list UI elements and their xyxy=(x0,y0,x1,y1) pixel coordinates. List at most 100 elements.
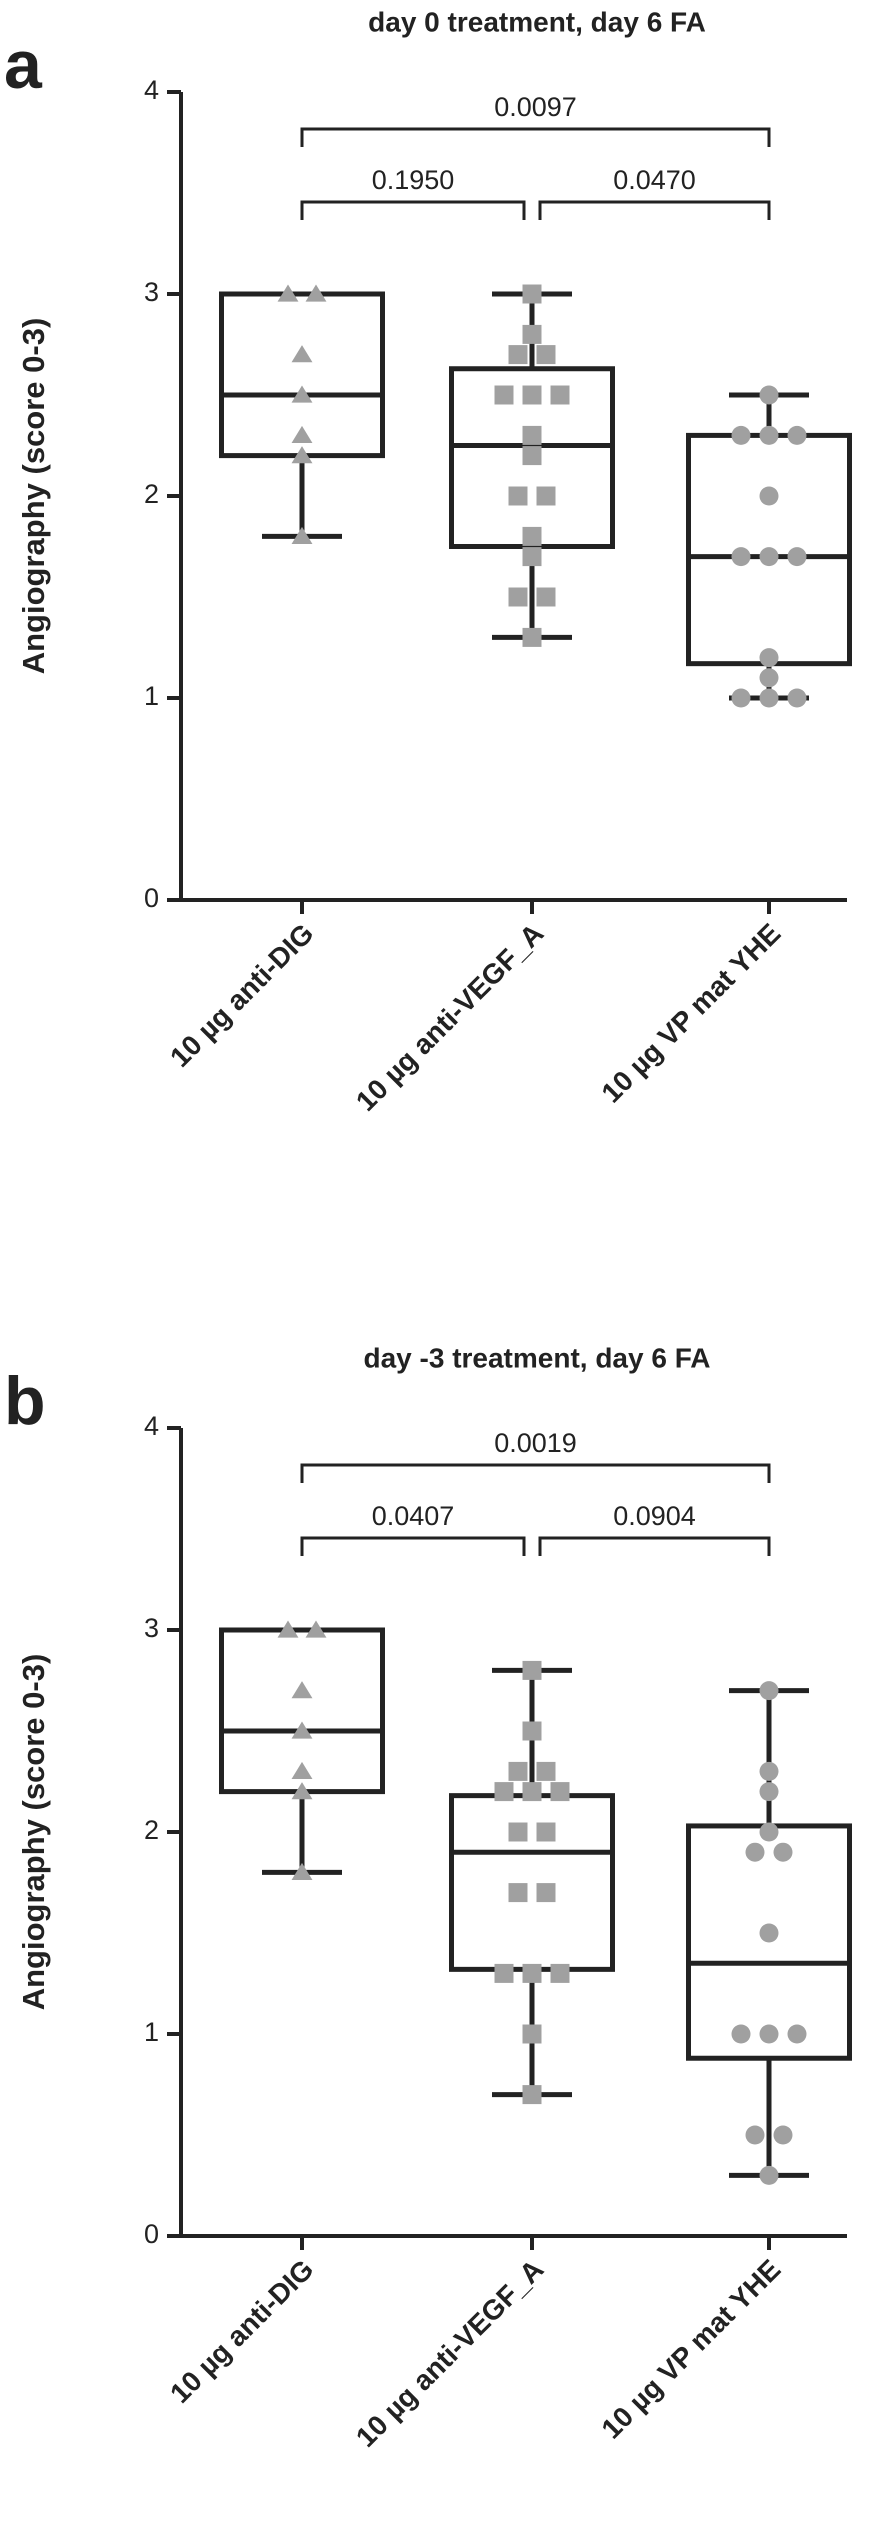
y-tick-label: 1 xyxy=(144,2017,159,2047)
point xyxy=(291,446,313,464)
x-tick-label: 10 µg anti-DIG xyxy=(164,918,319,1073)
point xyxy=(759,1761,779,1781)
point xyxy=(550,1782,570,1802)
box xyxy=(449,366,615,549)
p-value: 0.0407 xyxy=(372,1501,455,1531)
x-tick-label: 10 µg anti-VEGF_A xyxy=(350,918,549,1117)
y-tick-label: 1 xyxy=(144,681,159,711)
point xyxy=(759,2024,779,2044)
point xyxy=(277,284,299,302)
point xyxy=(759,1681,779,1701)
y-tick-label: 4 xyxy=(144,1411,159,1441)
point xyxy=(522,627,542,647)
point xyxy=(522,425,542,445)
point xyxy=(508,1761,528,1781)
point xyxy=(277,1620,299,1638)
plot xyxy=(219,1620,852,2185)
point xyxy=(731,425,751,445)
y-tick-label: 3 xyxy=(144,1613,159,1643)
x-tick-label: 10 µg VP mat YHE xyxy=(595,2254,786,2445)
point xyxy=(522,1782,542,1802)
point xyxy=(787,425,807,445)
point xyxy=(759,688,779,708)
point xyxy=(759,2165,779,2185)
point xyxy=(787,547,807,567)
point xyxy=(759,1923,779,1943)
p-value: 0.0470 xyxy=(613,165,696,195)
panel-label: a xyxy=(4,27,43,103)
point xyxy=(536,1883,556,1903)
significance-bracket xyxy=(300,200,526,220)
box xyxy=(449,1793,615,1972)
point xyxy=(291,526,313,544)
point xyxy=(291,1681,313,1699)
y-tick-label: 4 xyxy=(144,75,159,105)
p-value: 0.0904 xyxy=(613,1501,696,1531)
point xyxy=(759,385,779,405)
point xyxy=(550,385,570,405)
point xyxy=(291,345,313,363)
point xyxy=(508,587,528,607)
point xyxy=(773,2125,793,2145)
point xyxy=(522,284,542,304)
point xyxy=(508,1883,528,1903)
significance-bracket xyxy=(538,1536,771,1556)
y-tick-label: 0 xyxy=(144,883,159,913)
point xyxy=(305,284,327,302)
point xyxy=(759,668,779,688)
point xyxy=(508,486,528,506)
significance-bracket xyxy=(538,200,771,220)
point xyxy=(759,1822,779,1842)
point xyxy=(759,547,779,567)
point xyxy=(759,648,779,668)
point xyxy=(731,688,751,708)
point xyxy=(745,2125,765,2145)
point xyxy=(522,2024,542,2044)
point xyxy=(773,1842,793,1862)
point xyxy=(536,1761,556,1781)
p-value: 0.0019 xyxy=(494,1428,577,1458)
point xyxy=(731,547,751,567)
point xyxy=(536,1822,556,1842)
x-tick-label: 10 µg VP mat YHE xyxy=(595,918,786,1109)
plot xyxy=(219,284,852,708)
p-value: 0.1950 xyxy=(372,165,455,195)
point xyxy=(494,1963,514,1983)
significance-bracket xyxy=(300,1536,526,1556)
point xyxy=(522,324,542,344)
point xyxy=(494,385,514,405)
point xyxy=(745,1842,765,1862)
point xyxy=(291,1761,313,1779)
chart-title: day 0 treatment, day 6 FA xyxy=(368,6,706,37)
significance-bracket xyxy=(300,127,771,147)
point xyxy=(536,345,556,365)
point xyxy=(508,1822,528,1842)
y-tick-label: 3 xyxy=(144,277,159,307)
point xyxy=(291,1721,313,1739)
x-tick-label: 10 µg anti-VEGF_A xyxy=(350,2254,549,2453)
point xyxy=(291,425,313,443)
point xyxy=(522,446,542,466)
point xyxy=(494,1782,514,1802)
point xyxy=(291,1862,313,1880)
point xyxy=(522,526,542,546)
point xyxy=(759,486,779,506)
point xyxy=(787,688,807,708)
point xyxy=(787,2024,807,2044)
p-value: 0.0097 xyxy=(494,92,577,122)
point xyxy=(522,1963,542,1983)
point xyxy=(522,1721,542,1741)
chart-title: day -3 treatment, day 6 FA xyxy=(363,1342,710,1373)
y-axis-label: Angiography (score 0-3) xyxy=(16,1654,51,2011)
point xyxy=(759,1782,779,1802)
y-tick-label: 0 xyxy=(144,2219,159,2249)
point xyxy=(305,1620,327,1638)
point xyxy=(291,385,313,403)
point xyxy=(508,345,528,365)
significance-bracket xyxy=(300,1463,771,1483)
y-tick-label: 2 xyxy=(144,1815,159,1845)
point xyxy=(522,1660,542,1680)
point xyxy=(550,1963,570,1983)
point xyxy=(536,486,556,506)
